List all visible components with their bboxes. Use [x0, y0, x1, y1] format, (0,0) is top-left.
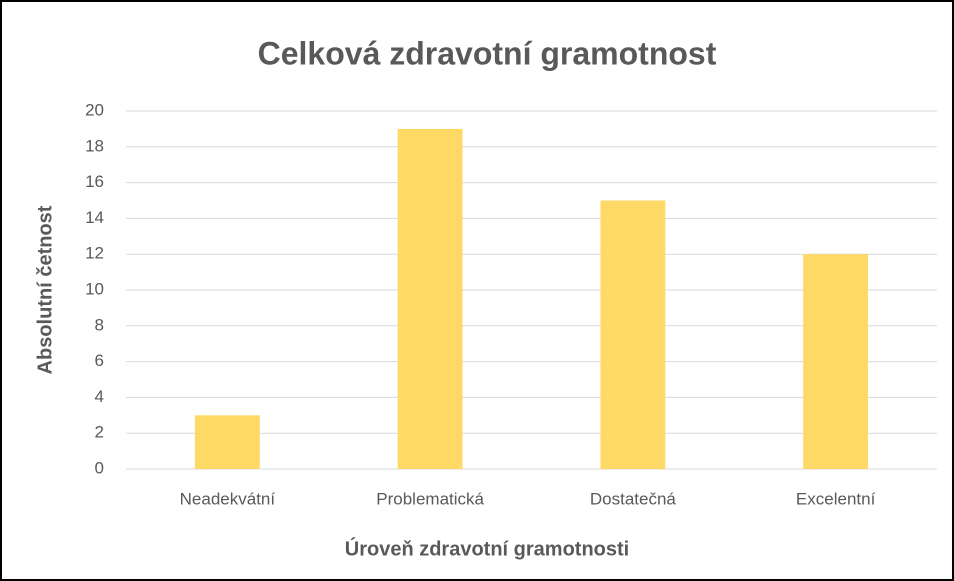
bar [600, 200, 666, 469]
x-axis-label: Úroveň zdravotní gramotnosti [345, 536, 629, 560]
y-tick-label: 14 [85, 208, 104, 227]
chart-title: Celková zdravotní gramotnost [258, 35, 717, 71]
y-tick-label: 6 [95, 351, 104, 370]
bar [803, 254, 869, 469]
y-tick-label: 10 [85, 279, 104, 298]
x-tick-label: Excelentní [796, 489, 876, 508]
bar [194, 415, 260, 469]
x-tick-label: Problematická [376, 489, 484, 508]
x-tick-label: Dostatečná [590, 489, 677, 508]
bar [397, 128, 463, 469]
y-tick-label: 16 [85, 172, 104, 191]
y-tick-label: 0 [95, 458, 104, 477]
y-tick-label: 4 [95, 387, 104, 406]
x-tick-label: Neadekvátní [180, 489, 276, 508]
y-tick-label: 12 [85, 244, 104, 263]
y-tick-label: 20 [85, 100, 104, 119]
y-tick-label: 2 [95, 423, 104, 442]
y-tick-label: 8 [95, 315, 104, 334]
y-axis-label: Absolutní četnost [34, 205, 56, 374]
y-tick-label: 18 [85, 136, 104, 155]
